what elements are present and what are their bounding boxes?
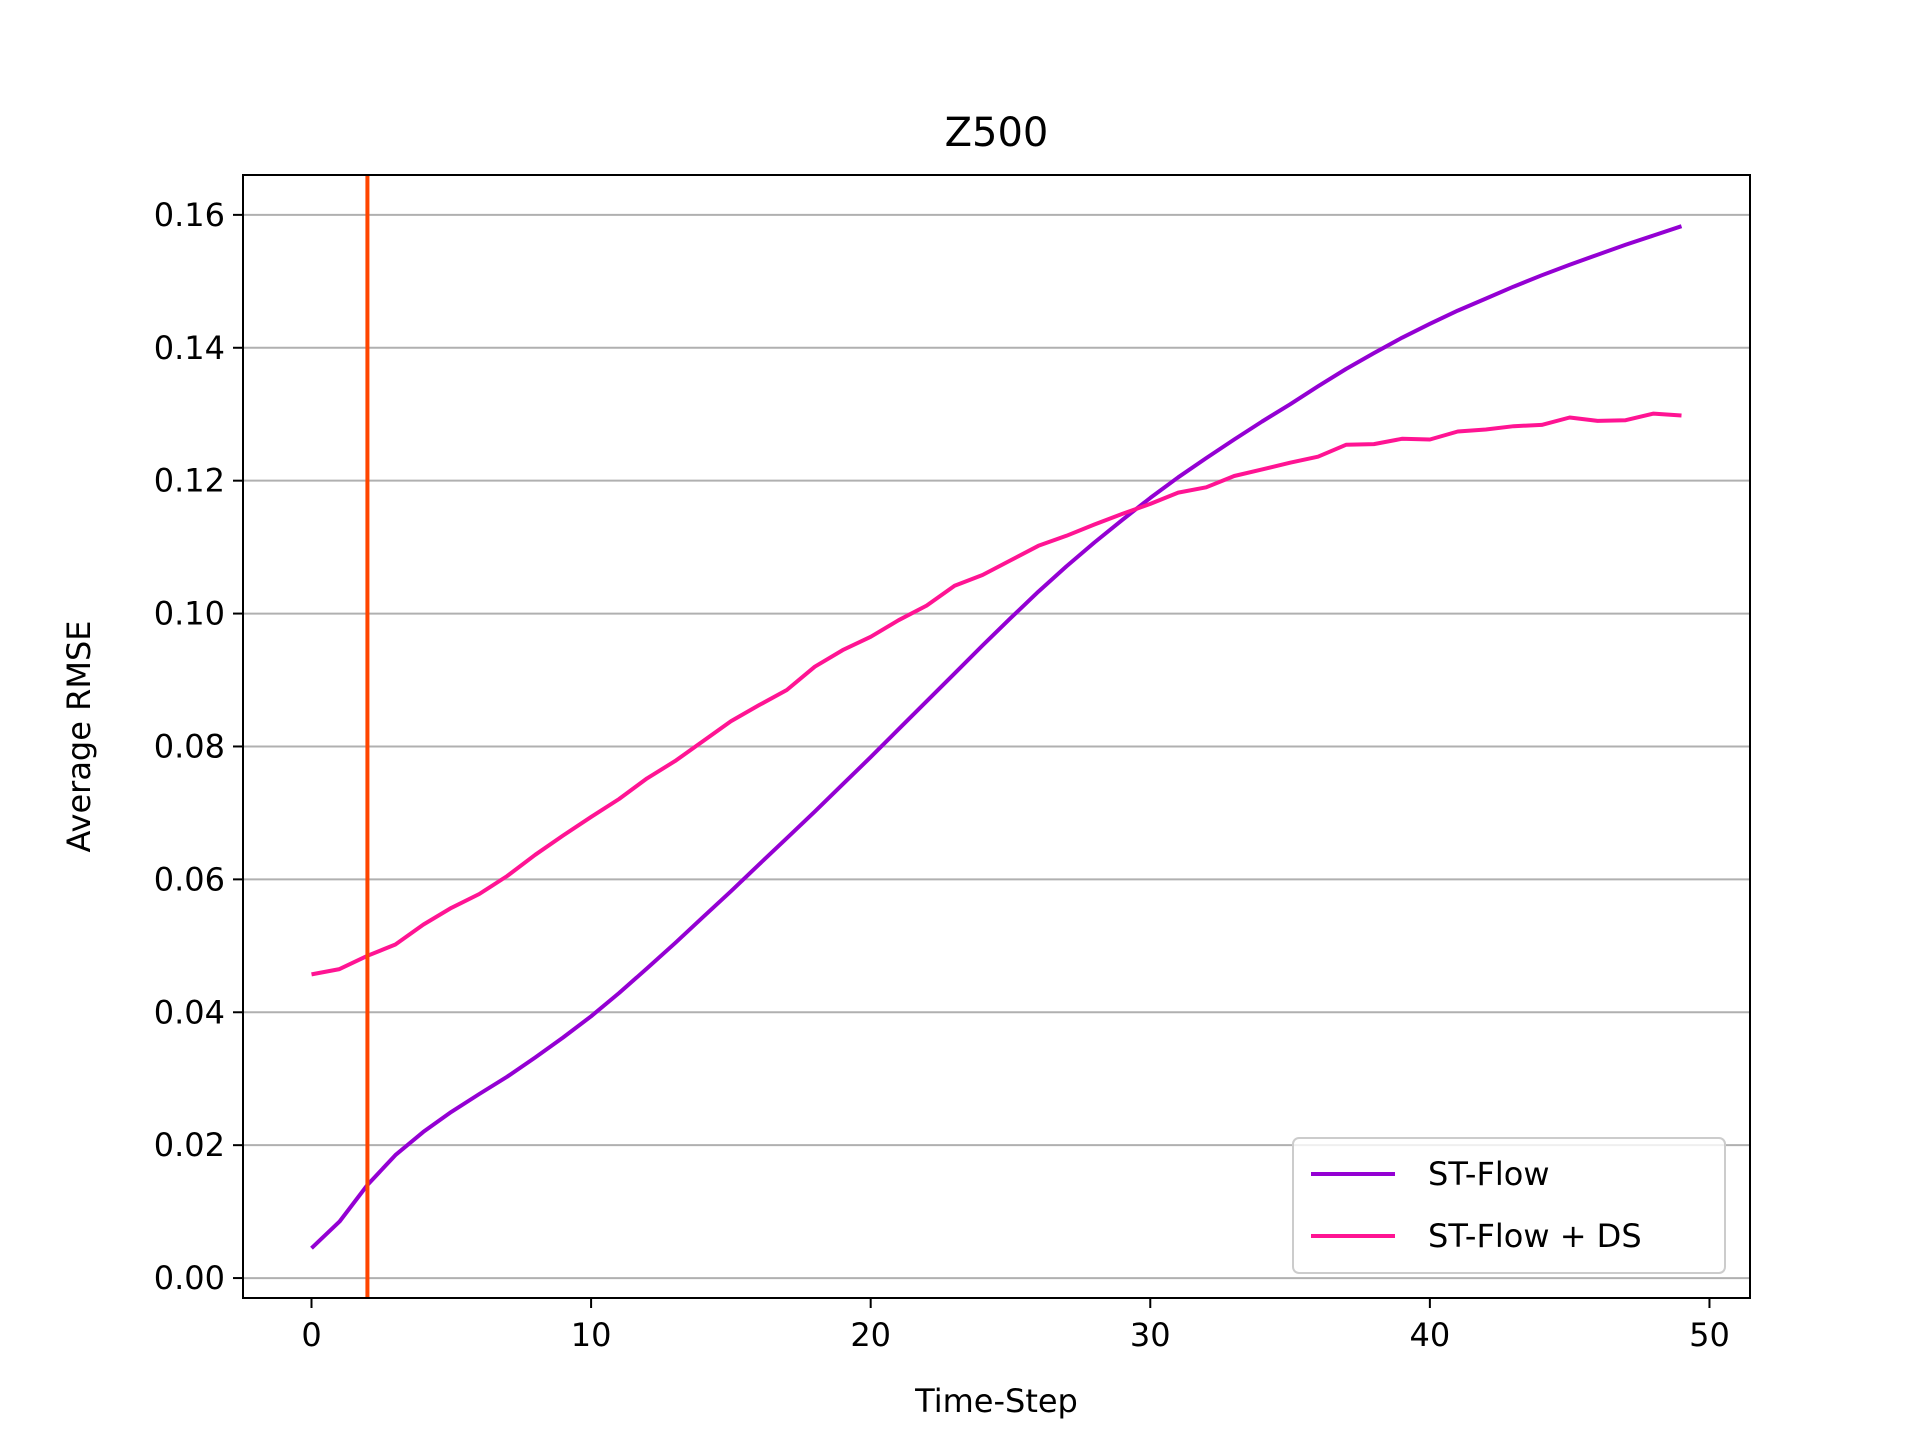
x-tick-label: 40 [1410,1316,1451,1354]
y-tick-label: 0.04 [154,993,225,1031]
x-tick-label: 0 [301,1316,321,1354]
y-tick-label: 0.12 [154,462,225,500]
y-tick-label: 0.10 [154,595,225,633]
series-line-0 [310,224,1683,1250]
x-axis-ticks: 0 10 20 30 40 50 [301,1298,1730,1354]
y-tick-label: 0.02 [154,1126,225,1164]
grid-lines [243,213,1750,1280]
series-line-1 [311,411,1682,977]
legend-box [1292,1137,1726,1274]
chart-title: Z500 [945,110,1049,156]
x-tick-label: 30 [1130,1316,1171,1354]
y-tick-label: 0.06 [154,860,225,898]
x-tick-label: 20 [850,1316,891,1354]
x-axis-label: Time-Step [914,1382,1078,1420]
legend: ST-Flow ST-Flow + DS [1292,1137,1726,1274]
y-tick-label: 0.14 [154,329,225,367]
y-tick-label: 0.00 [154,1259,225,1297]
axes-frame [242,174,1751,1299]
y-tick-label: 0.08 [154,727,225,765]
legend-label-st-flow: ST-Flow [1428,1155,1550,1193]
legend-label-st-flow-ds: ST-Flow + DS [1428,1217,1642,1255]
y-axis-label: Average RMSE [60,621,98,853]
x-tick-label: 50 [1689,1316,1730,1354]
y-tick-label: 0.16 [154,196,225,234]
y-axis-ticks: 0.00 0.02 0.04 0.06 0.08 0.10 0.12 0.14 0.16 [154,196,243,1297]
series-lines [310,224,1683,1250]
x-tick-label: 10 [571,1316,612,1354]
